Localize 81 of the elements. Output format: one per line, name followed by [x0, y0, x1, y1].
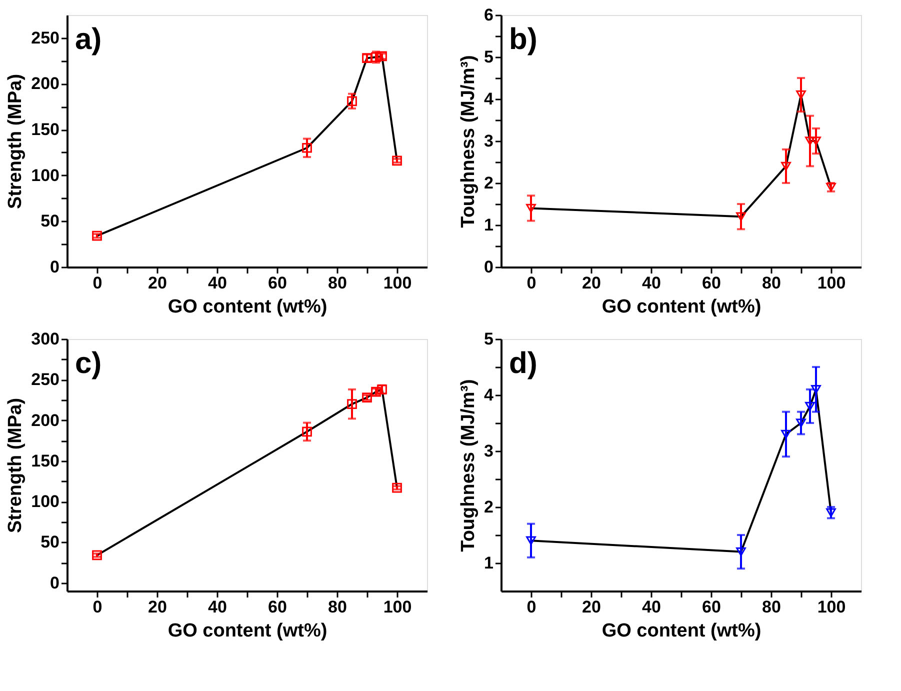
point: [92, 230, 102, 241]
point: [811, 385, 821, 394]
y-tick-label: 0: [484, 258, 494, 276]
y-tick-label: 300: [31, 330, 60, 348]
x-tick-label: 20: [582, 274, 601, 292]
y-tick-label: 100: [31, 166, 60, 185]
y-tick-label: 0: [50, 573, 60, 592]
y-tick-label: 2: [484, 498, 494, 516]
y-axis-title: Strength (MPa): [5, 398, 26, 534]
x-tick-label: 0: [526, 274, 536, 292]
point: [811, 136, 821, 146]
x-tick-label: 40: [208, 598, 227, 616]
y-tick-label: 150: [31, 120, 60, 140]
x-axis-title: GO content (wt%): [168, 620, 328, 642]
x-tick-label: 100: [383, 598, 412, 616]
point: [302, 142, 312, 153]
point: [781, 162, 791, 171]
annotation: b): [509, 23, 538, 56]
y-axis-title: Toughness (MJ/m³): [458, 379, 480, 552]
x-tick-label: 100: [817, 274, 846, 292]
point: [826, 508, 836, 517]
x-tick-label: 0: [526, 598, 536, 616]
point: [526, 204, 536, 213]
x-tick-label: 20: [148, 598, 167, 616]
y-tick-label: 5: [484, 330, 494, 348]
y-tick-label: 1: [484, 216, 494, 234]
x-axis-title: GO content (wt%): [602, 620, 762, 642]
y-axis-title: Strength (MPa): [5, 74, 26, 210]
point: [302, 426, 312, 437]
y-tick-label: 250: [31, 28, 60, 48]
annotation: a): [75, 23, 102, 56]
x-axis-title: GO content (wt%): [602, 296, 762, 318]
point: [796, 418, 806, 428]
point: [347, 399, 357, 409]
x-tick-label: 80: [762, 598, 781, 616]
x-tick-label: 40: [642, 598, 661, 616]
y-tick-label: 0: [50, 258, 60, 276]
x-tick-label: 60: [268, 274, 287, 292]
point: [781, 430, 791, 439]
y-tick-label: 250: [31, 370, 60, 390]
point: [347, 96, 357, 106]
y-tick-label: 150: [31, 451, 60, 470]
y-tick-label: 50: [40, 532, 60, 552]
x-axis-title: GO content (wt%): [168, 296, 328, 318]
y-tick-label: 200: [31, 74, 60, 94]
x-tick-label: 100: [383, 274, 412, 292]
y-tick-label: 4: [484, 386, 494, 404]
x-tick-label: 100: [817, 598, 846, 616]
point: [736, 547, 746, 556]
x-tick-label: 40: [208, 274, 227, 292]
x-tick-label: 20: [148, 274, 167, 292]
x-tick-label: 60: [702, 274, 721, 292]
y-tick-label: 100: [31, 492, 60, 512]
x-tick-label: 60: [268, 598, 287, 616]
y-tick-label: 4: [484, 90, 494, 108]
y-tick-label: 200: [31, 410, 60, 430]
point: [392, 482, 402, 493]
x-tick-label: 80: [328, 274, 347, 292]
y-tick-label: 3: [484, 442, 494, 460]
x-tick-label: 80: [762, 274, 781, 292]
y-tick-label: 3: [484, 132, 494, 150]
point: [526, 536, 536, 545]
x-tick-label: 40: [642, 274, 661, 292]
y-tick-label: 50: [40, 212, 60, 231]
x-tick-label: 0: [92, 274, 102, 292]
x-tick-label: 0: [92, 598, 102, 616]
point: [805, 136, 815, 146]
annotation: d): [509, 347, 538, 380]
y-tick-label: 2: [484, 174, 494, 192]
point: [92, 550, 102, 560]
x-tick-label: 80: [328, 598, 347, 616]
y-axis-title: Toughness (MJ/m³): [458, 55, 480, 228]
point: [796, 90, 806, 100]
y-tick-label: 5: [484, 48, 494, 66]
x-tick-label: 60: [702, 598, 721, 616]
x-tick-label: 20: [582, 598, 601, 616]
point: [805, 402, 815, 411]
y-tick-label: 6: [484, 6, 494, 24]
y-tick-label: 1: [484, 554, 494, 572]
point: [736, 212, 746, 221]
annotation: c): [75, 347, 102, 380]
